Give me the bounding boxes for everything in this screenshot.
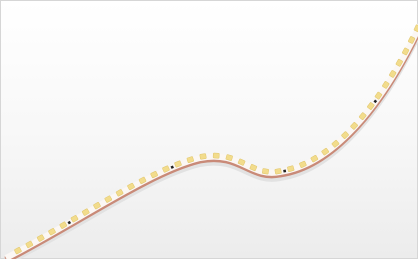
led xyxy=(262,168,269,174)
led xyxy=(275,168,282,174)
led xyxy=(200,154,207,160)
page: (() => { const ns = 'http://www.w3.org/2… xyxy=(0,0,418,259)
resistor xyxy=(283,170,286,173)
led xyxy=(213,153,219,158)
product-photo xyxy=(0,0,418,259)
